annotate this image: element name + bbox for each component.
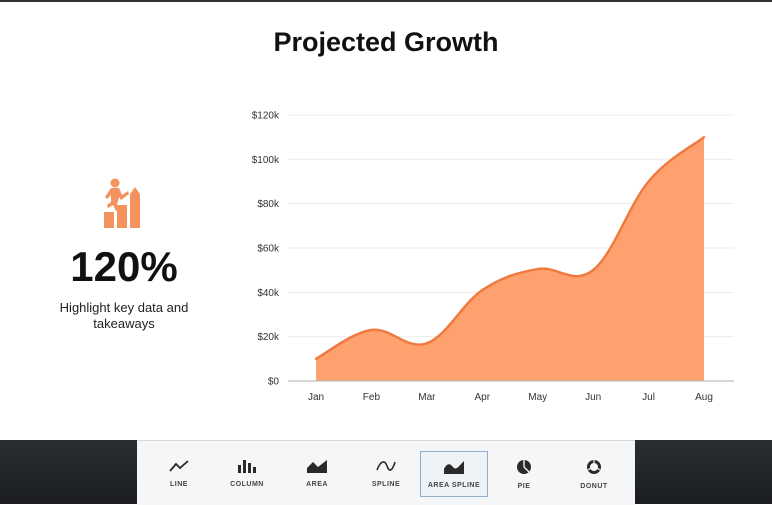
data-point [536, 267, 539, 271]
chart-type-label: PIE [517, 483, 531, 490]
chart-type-pie[interactable]: PIE [490, 451, 558, 497]
x-tick-label: Aug [695, 392, 713, 403]
area-spline-chart: $0 $20k $40k $60k $80k $100k $120k Jan Feb Mar Apr… [252, 111, 734, 403]
data-point [425, 342, 429, 345]
x-tick-label: Jan [308, 392, 324, 403]
y-tick-label: $120k [252, 111, 280, 122]
x-tick-label: May [528, 392, 547, 403]
area-spline-chart-icon [444, 461, 464, 474]
x-tick-label: Mar [418, 392, 436, 403]
chart-type-spline[interactable]: SPLINE [352, 451, 420, 497]
y-tick-label: $0 [268, 377, 280, 388]
data-point [591, 268, 595, 272]
chart-type-area-spline[interactable]: AREA SPLINE [420, 451, 488, 497]
y-tick-label: $60k [257, 244, 280, 255]
data-point [314, 357, 318, 361]
data-point [370, 328, 373, 332]
kpi-value: 120% [70, 243, 178, 290]
chart-type-label: LINE [170, 481, 188, 488]
chart-type-column[interactable]: COLUMN [213, 451, 281, 497]
chart-type-label: AREA [306, 481, 328, 488]
series-area [316, 137, 704, 381]
chart-type-label: AREA SPLINE [427, 482, 481, 489]
chart-type-toolbar: LINE COLUMN AREA SPLINE [137, 440, 635, 505]
slide: Projected Growth 120% Highlight key data… [0, 0, 772, 403]
donut-chart-icon [587, 459, 601, 474]
bottom-bar: LINE COLUMN AREA SPLINE [0, 440, 772, 505]
x-tick-label: Apr [475, 392, 491, 403]
kpi-block: 120% Highlight key data and takeaways [38, 178, 210, 332]
data-point [481, 288, 484, 292]
chart-type-label: COLUMN [230, 481, 264, 488]
y-tick-label: $40k [257, 288, 280, 299]
chart-type-area[interactable]: AREA [283, 451, 351, 497]
data-point [702, 135, 706, 139]
x-tick-label: Jun [585, 392, 601, 403]
area-chart-icon [307, 460, 327, 473]
kpi-caption: Highlight key data and takeaways [59, 300, 189, 331]
data-point [647, 180, 650, 183]
y-tick-label: $80k [257, 199, 280, 210]
slide-title: Projected Growth [273, 27, 499, 57]
column-chart-icon [238, 460, 256, 473]
y-tick-label: $20k [257, 332, 280, 343]
x-tick-label: Jul [642, 392, 655, 403]
top-border [0, 0, 772, 2]
chart-type-label: SPLINE [371, 481, 401, 488]
chart-type-donut[interactable]: DONUT [560, 451, 628, 497]
pie-chart-icon [517, 460, 531, 474]
chart-type-label: DONUT [580, 483, 608, 490]
person-climbing-bars-icon [104, 178, 140, 228]
chart-type-line[interactable]: LINE [145, 451, 213, 497]
spline-chart-icon [376, 461, 396, 471]
x-tick-label: Feb [363, 392, 381, 403]
y-tick-label: $100k [252, 155, 280, 166]
series-line [315, 136, 705, 360]
line-chart-icon [169, 460, 189, 472]
